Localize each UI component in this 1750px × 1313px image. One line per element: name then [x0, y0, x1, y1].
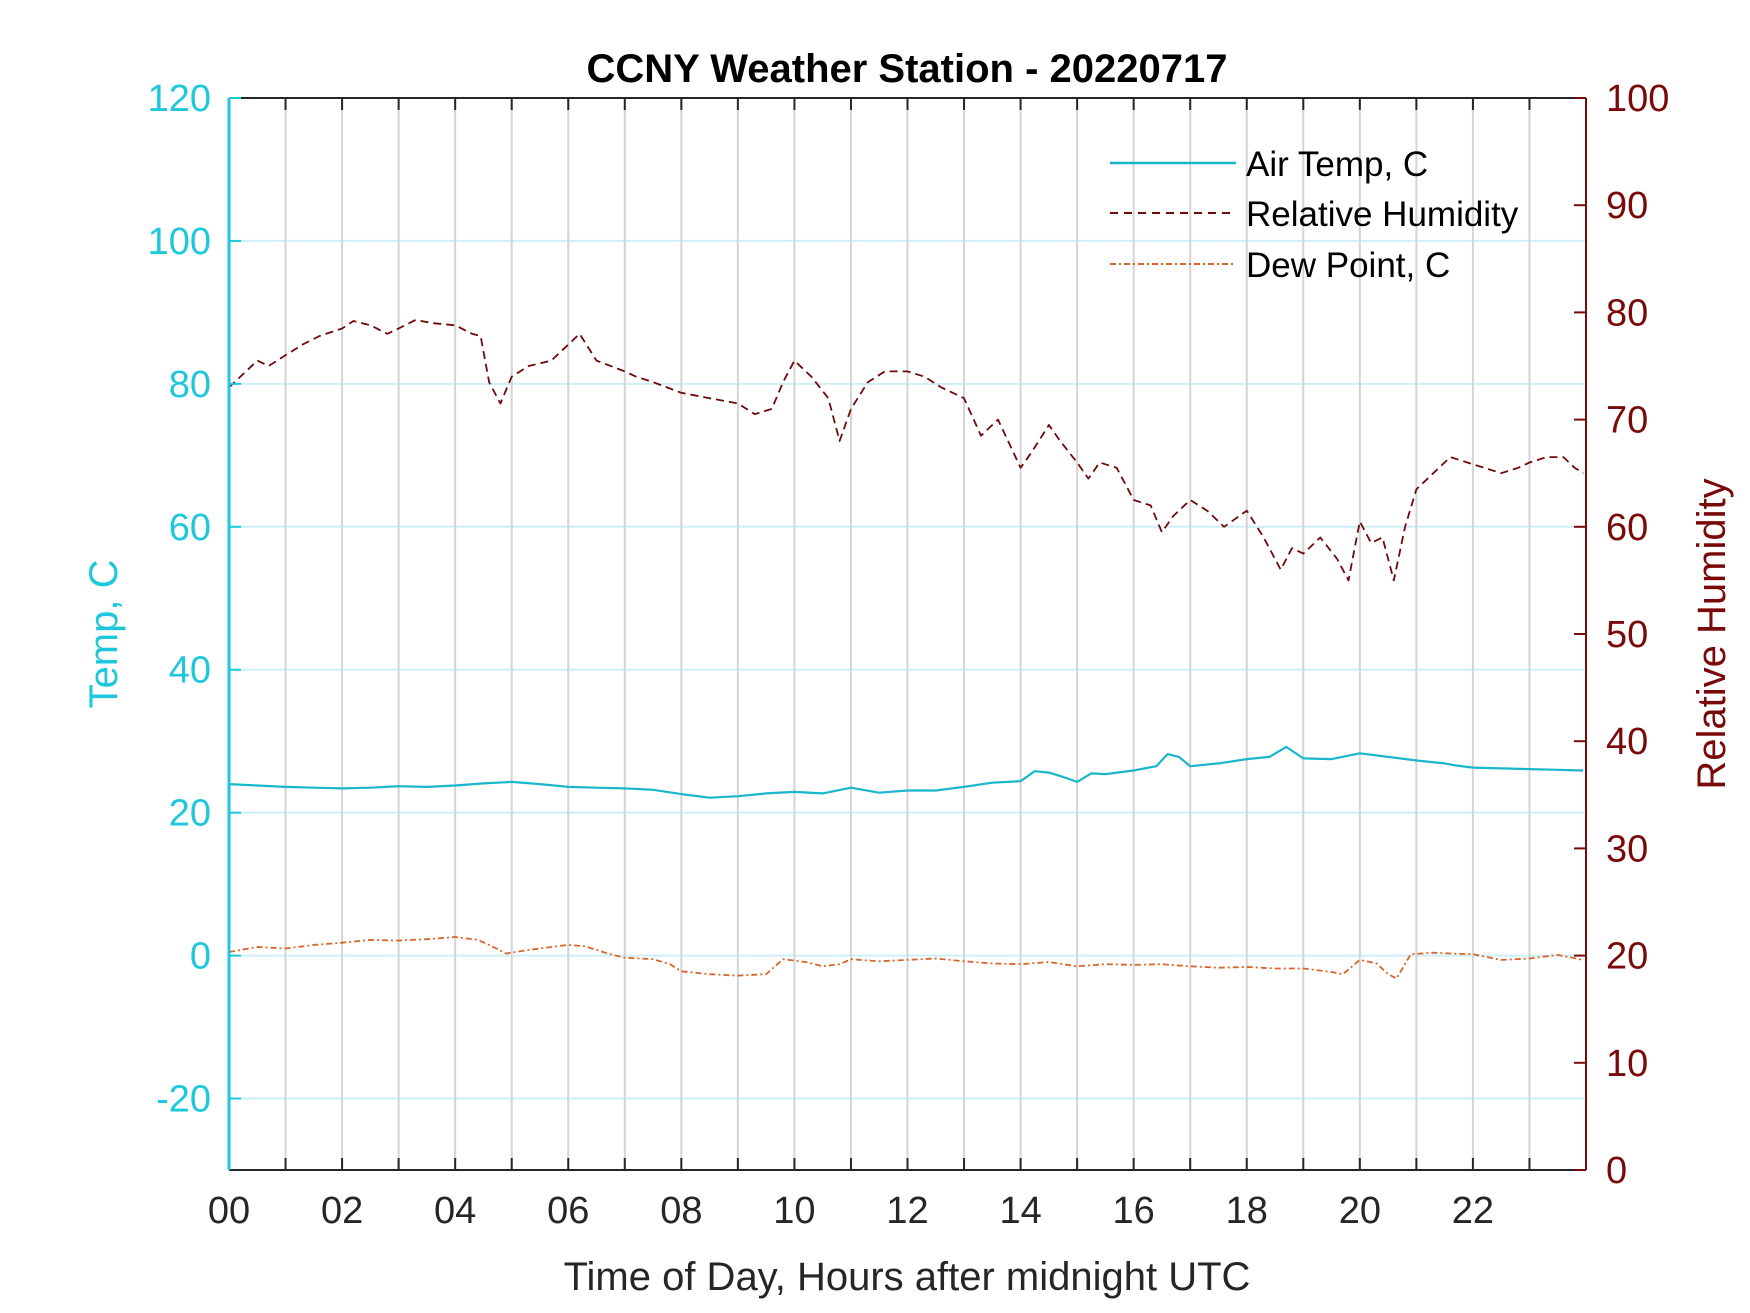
- series-group: [228, 318, 1584, 980]
- y-left-tick-label: 0: [190, 936, 211, 978]
- y-left-tick-label: 100: [148, 221, 211, 263]
- legend-label-air-temp: Air Temp, C: [1246, 145, 1428, 184]
- y-right-tick-label: 50: [1606, 614, 1648, 656]
- x-tick-label: 06: [547, 1190, 589, 1232]
- x-tick-label: 02: [321, 1190, 363, 1232]
- y-right-tick-label: 30: [1606, 828, 1648, 870]
- y-left-axis-label: Temp, C: [82, 560, 126, 709]
- y-right-tick-label: 10: [1606, 1043, 1648, 1085]
- air-temp-line: [228, 745, 1584, 799]
- x-tick-label: 14: [999, 1190, 1041, 1232]
- dew-point-line: [228, 936, 1584, 980]
- y-left-tick-label: 60: [169, 507, 211, 549]
- y-left-tick-label: -20: [156, 1079, 211, 1121]
- legend-label-relative-humidity: Relative Humidity: [1246, 195, 1519, 234]
- x-tick-label: 18: [1226, 1190, 1268, 1232]
- y-right-tick-label: 70: [1606, 400, 1648, 442]
- x-tick-label: 20: [1339, 1190, 1381, 1232]
- y-right-tick-label: 90: [1606, 185, 1648, 227]
- y-left-tick-label: 40: [169, 650, 211, 692]
- legend: Air Temp, C Relative Humidity Dew Point,…: [1110, 145, 1519, 285]
- y-right-tick-label: 80: [1606, 292, 1648, 334]
- relative-humidity-line: [228, 318, 1584, 582]
- y-left-tick-label: 20: [169, 793, 211, 835]
- legend-label-dew-point: Dew Point, C: [1246, 246, 1450, 285]
- ticks: 00 02 04 06 08 10 12 14 16 18 20 22-200204060801001…: [148, 78, 1670, 1232]
- x-tick-label: 16: [1113, 1190, 1155, 1232]
- x-tick-label: 12: [886, 1190, 928, 1232]
- y-right-tick-label: 20: [1606, 936, 1648, 978]
- y-right-tick-label: 100: [1606, 78, 1669, 120]
- y-right-tick-label: 60: [1606, 507, 1648, 549]
- y-right-tick-label: 40: [1606, 721, 1648, 763]
- y-left-tick-label: 120: [148, 78, 211, 120]
- x-tick-label: 22: [1452, 1190, 1494, 1232]
- grid: [229, 97, 1586, 1170]
- y-right-tick-label: 0: [1606, 1150, 1627, 1192]
- x-tick-label: 04: [434, 1190, 476, 1232]
- x-tick-label: 00: [208, 1190, 250, 1232]
- x-axis-label: Time of Day, Hours after midnight UTC: [564, 1255, 1251, 1299]
- chart-title: CCNY Weather Station - 20220717: [587, 47, 1228, 91]
- y-left-tick-label: 80: [169, 364, 211, 406]
- y-right-axis-label: Relative Humidity: [1690, 478, 1734, 789]
- x-tick-label: 08: [660, 1190, 702, 1232]
- x-tick-label: 10: [773, 1190, 815, 1232]
